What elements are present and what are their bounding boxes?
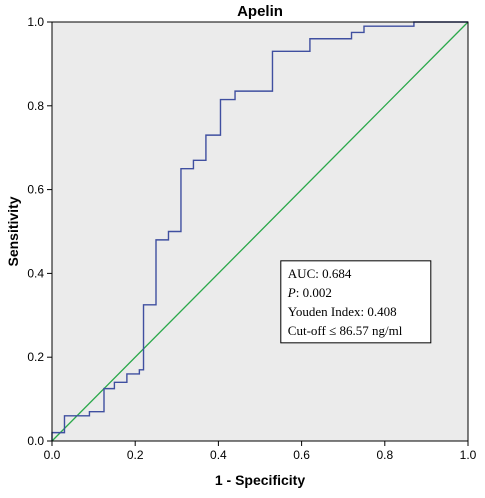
x-tick-label: 0.0 — [44, 448, 61, 462]
youden-index-text: Youden Index: 0.408 — [288, 304, 397, 319]
y-tick-label: 0.6 — [27, 183, 44, 197]
x-tick-label: 0.2 — [127, 448, 144, 462]
y-tick-label: 0.8 — [27, 99, 44, 113]
y-axis-label: Sensitivity — [5, 196, 21, 266]
x-tick-label: 1.0 — [460, 448, 477, 462]
p-value: : 0.002 — [296, 285, 332, 300]
x-tick-label: 0.6 — [293, 448, 310, 462]
p-value-text: P: 0.002 — [287, 285, 332, 300]
y-tick-label: 0.2 — [27, 350, 44, 364]
stats-annotation-box: AUC: 0.684 P: 0.002 Youden Index: 0.408 … — [280, 260, 432, 344]
y-axis-ticks: 0.0 0.2 0.4 0.6 0.8 1.0 — [27, 15, 52, 448]
x-tick-label: 0.8 — [376, 448, 393, 462]
cutoff-text: Cut-off ≤ 86.57 ng/ml — [288, 323, 403, 338]
plot-frame — [51, 21, 469, 442]
y-tick-label: 0.4 — [27, 266, 44, 280]
auc-text: AUC: 0.684 — [288, 266, 352, 281]
chart-title: Apelin — [237, 3, 283, 20]
reference-diagonal-line — [51, 21, 469, 442]
series-layer — [51, 21, 468, 441]
p-symbol: P — [287, 285, 296, 300]
x-tick-label: 0.4 — [210, 448, 227, 462]
stats-box-border — [280, 260, 432, 344]
y-tick-label: 0.0 — [27, 434, 44, 448]
x-axis-ticks: 0.0 0.2 0.4 0.6 0.8 1.0 — [44, 441, 477, 462]
y-tick-label: 1.0 — [27, 15, 44, 29]
x-axis-label: 1 - Specificity — [215, 472, 305, 488]
reference-line-layer — [51, 21, 469, 442]
roc-curve-line — [51, 21, 468, 441]
